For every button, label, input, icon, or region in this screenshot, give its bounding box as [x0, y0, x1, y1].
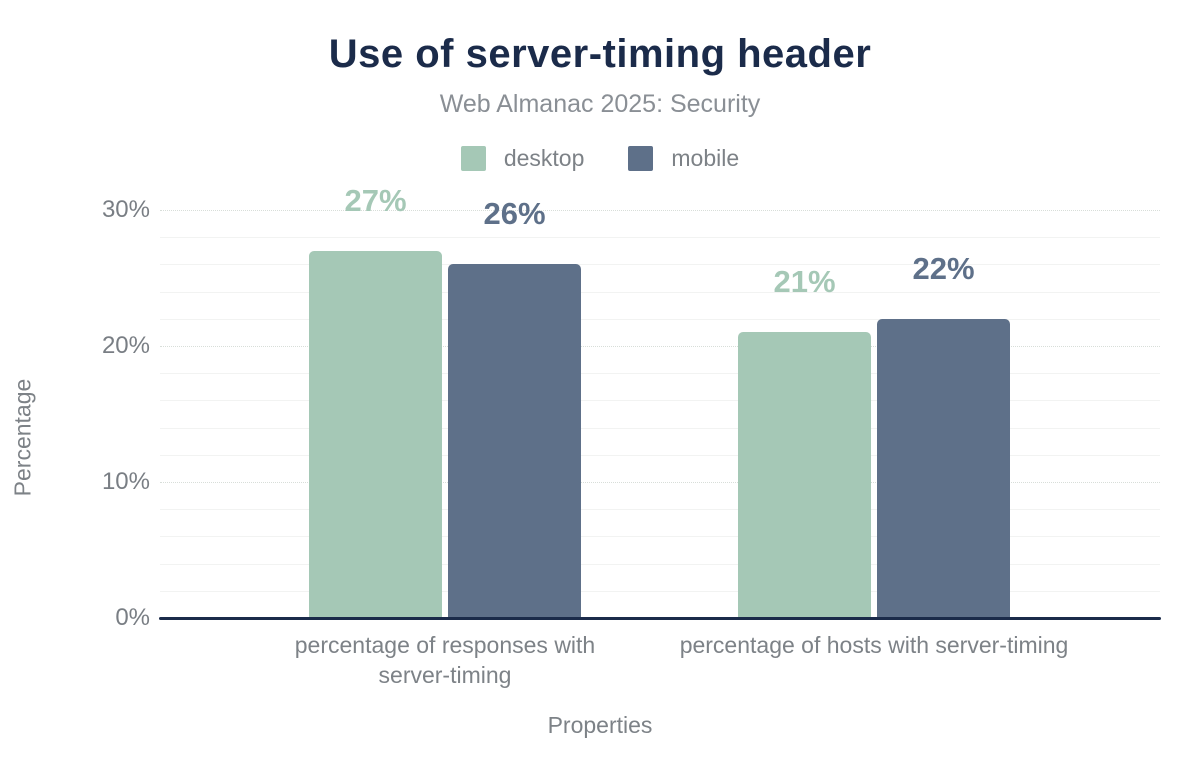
gridline-minor [160, 563, 1160, 565]
bar-mobile-2 [877, 318, 1010, 618]
y-tick-label: 20% [101, 332, 150, 359]
legend-label: desktop [503, 144, 585, 171]
gridline-major [160, 210, 1160, 211]
gridline-minor [160, 264, 1160, 266]
gridline-minor [160, 536, 1160, 538]
bar-value-label: 21% [773, 264, 836, 300]
bar-value-label: 22% [912, 250, 975, 286]
gridline-minor [160, 427, 1160, 429]
gridline-minor [160, 237, 1160, 239]
gridline-major [160, 346, 1160, 347]
y-tick-label: 10% [101, 468, 150, 495]
legend: desktop mobile [0, 143, 1200, 173]
gridline-minor [160, 291, 1160, 293]
bar-mobile-1 [448, 264, 581, 618]
legend-item-desktop: desktop [460, 144, 585, 172]
bar-desktop-1 [309, 250, 442, 618]
gridline-minor [160, 454, 1160, 456]
gridline-minor [160, 590, 1160, 592]
legend-swatch-desktop [460, 145, 486, 171]
gridline-minor [160, 318, 1160, 320]
bar-value-label: 26% [483, 196, 546, 232]
gridline-minor [160, 373, 1160, 375]
x-category-label: percentage of responses with server-timi… [294, 632, 596, 688]
gridline-major [160, 482, 1160, 483]
y-tick-label: 30% [101, 196, 150, 223]
x-category-label: percentage of hosts with server-timing [679, 632, 1069, 658]
legend-item-mobile: mobile [628, 145, 739, 172]
bar-value-label: 27% [344, 182, 407, 218]
y-axis-title: Percentage [9, 378, 36, 497]
x-axis-title: Properties [547, 712, 653, 738]
legend-label: mobile [671, 144, 740, 171]
bar-desktop-2 [738, 332, 871, 618]
legend-swatch-mobile [628, 145, 654, 171]
x-axis-baseline [159, 617, 1161, 620]
chart-title: Use of server-timing header [328, 32, 872, 76]
chart-subtitle: Web Almanac 2025: Security [439, 90, 761, 118]
gridline-minor [160, 400, 1160, 402]
y-tick-label: 0% [115, 604, 150, 631]
gridline-minor [160, 509, 1160, 511]
